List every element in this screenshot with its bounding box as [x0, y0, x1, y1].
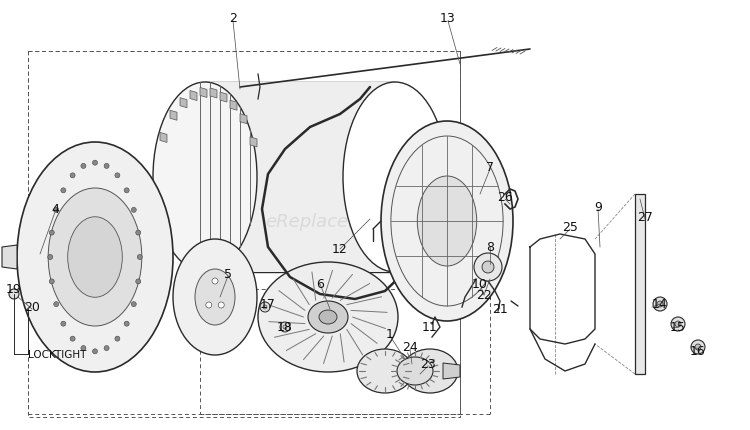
Text: 11: 11	[422, 321, 438, 334]
Ellipse shape	[402, 349, 458, 393]
Text: eReplacementParts.com: eReplacementParts.com	[265, 212, 485, 230]
Ellipse shape	[48, 189, 142, 326]
Polygon shape	[240, 114, 247, 124]
Circle shape	[70, 173, 75, 178]
Circle shape	[92, 349, 98, 354]
Circle shape	[61, 188, 66, 194]
Text: 23: 23	[420, 358, 436, 371]
Circle shape	[92, 161, 98, 166]
Ellipse shape	[17, 143, 173, 372]
Circle shape	[474, 253, 502, 281]
Polygon shape	[635, 194, 645, 374]
Circle shape	[675, 321, 681, 327]
Ellipse shape	[417, 177, 477, 266]
Circle shape	[104, 346, 109, 351]
Text: 27: 27	[637, 211, 653, 224]
Polygon shape	[205, 83, 395, 272]
Circle shape	[653, 297, 667, 311]
Text: 18: 18	[277, 321, 293, 334]
Circle shape	[54, 302, 58, 307]
Text: LOCKTIGHT: LOCKTIGHT	[28, 349, 86, 359]
Circle shape	[115, 336, 120, 341]
Circle shape	[9, 289, 19, 299]
Polygon shape	[180, 98, 187, 108]
Circle shape	[50, 230, 54, 236]
Circle shape	[280, 322, 290, 332]
Text: 19: 19	[6, 283, 22, 296]
Ellipse shape	[397, 357, 433, 385]
Circle shape	[124, 188, 129, 194]
Polygon shape	[170, 111, 177, 121]
Polygon shape	[160, 133, 167, 143]
Ellipse shape	[195, 269, 235, 325]
Text: 22: 22	[476, 289, 492, 302]
Text: 4: 4	[51, 203, 59, 216]
Text: 16: 16	[690, 345, 706, 358]
Circle shape	[671, 317, 685, 331]
Ellipse shape	[153, 83, 257, 272]
Polygon shape	[2, 246, 17, 269]
Polygon shape	[200, 88, 207, 98]
Text: 8: 8	[486, 241, 494, 254]
Circle shape	[206, 302, 212, 308]
Text: 9: 9	[594, 201, 602, 214]
Circle shape	[218, 302, 224, 308]
Ellipse shape	[319, 310, 337, 324]
Text: 21: 21	[492, 303, 508, 316]
Circle shape	[70, 336, 75, 341]
Circle shape	[263, 305, 267, 309]
Text: 17: 17	[260, 298, 276, 311]
Text: 6: 6	[316, 278, 324, 291]
Text: 7: 7	[486, 161, 494, 174]
Circle shape	[136, 230, 141, 236]
Text: 12: 12	[332, 243, 348, 256]
Polygon shape	[210, 89, 217, 99]
Circle shape	[131, 208, 136, 213]
Ellipse shape	[357, 349, 413, 393]
Circle shape	[695, 344, 701, 350]
Text: 1: 1	[386, 328, 394, 341]
Text: 15: 15	[670, 321, 686, 334]
Polygon shape	[230, 101, 237, 111]
Circle shape	[260, 302, 270, 312]
Circle shape	[61, 322, 66, 326]
Circle shape	[54, 208, 58, 213]
Circle shape	[136, 279, 141, 284]
Text: 14: 14	[652, 298, 668, 311]
Ellipse shape	[381, 122, 513, 321]
Circle shape	[131, 302, 136, 307]
Circle shape	[212, 278, 218, 284]
Polygon shape	[190, 91, 197, 101]
Circle shape	[137, 255, 142, 260]
Circle shape	[50, 279, 54, 284]
Circle shape	[48, 255, 52, 260]
Circle shape	[657, 301, 663, 307]
Polygon shape	[220, 93, 227, 103]
Polygon shape	[250, 138, 257, 147]
Circle shape	[81, 346, 86, 351]
Text: 20: 20	[24, 301, 40, 314]
Ellipse shape	[173, 240, 257, 355]
Text: 10: 10	[472, 278, 488, 291]
Circle shape	[482, 261, 494, 273]
Text: 26: 26	[497, 191, 513, 204]
Circle shape	[104, 164, 109, 169]
Text: 13: 13	[440, 12, 456, 25]
Text: 5: 5	[224, 268, 232, 281]
Ellipse shape	[258, 262, 398, 372]
Circle shape	[124, 322, 129, 326]
Text: 2: 2	[229, 12, 237, 25]
Circle shape	[115, 173, 120, 178]
Circle shape	[81, 164, 86, 169]
Ellipse shape	[68, 217, 122, 298]
Text: 25: 25	[562, 221, 578, 234]
Circle shape	[691, 340, 705, 354]
Circle shape	[283, 325, 287, 329]
Polygon shape	[443, 363, 460, 379]
Text: 24: 24	[402, 341, 418, 354]
Ellipse shape	[308, 301, 348, 333]
Ellipse shape	[343, 83, 447, 272]
